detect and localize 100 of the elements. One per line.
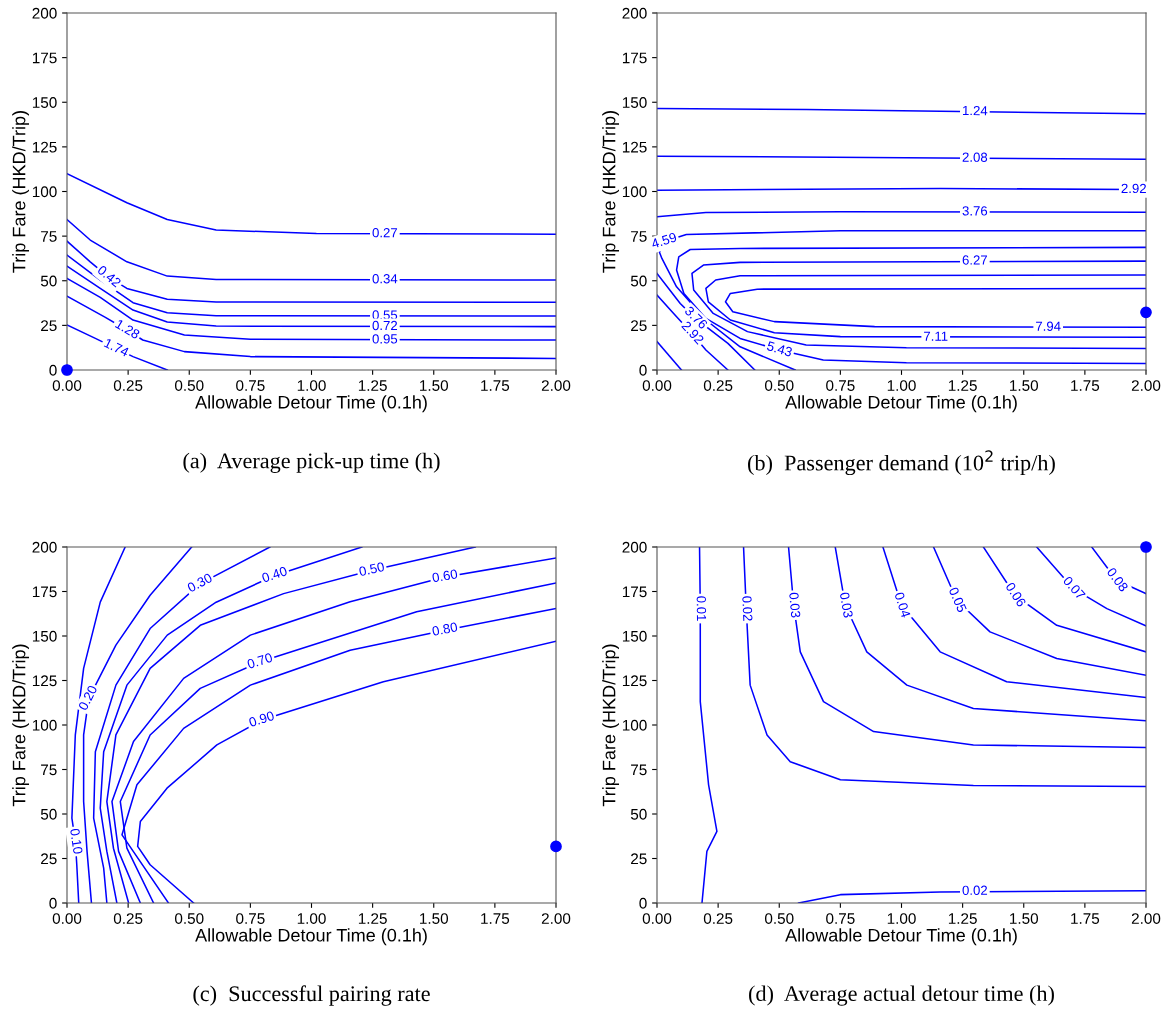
annotation: 3.76 bbox=[962, 206, 988, 216]
annotation: 0.27 bbox=[372, 227, 398, 238]
annotation: 0.02 bbox=[962, 885, 988, 896]
x-tick-label: 0.50 bbox=[764, 380, 794, 391]
y-tick-label: 0 bbox=[49, 897, 57, 909]
x-tick-label: 0.50 bbox=[174, 913, 204, 924]
text: (b) Passenger demand (10$^{2}$ trip/h) bbox=[748, 450, 1055, 476]
x-tick-label: 2.00 bbox=[1131, 913, 1161, 924]
x-tick-label: 1.25 bbox=[358, 913, 387, 924]
y-tick-label: 175 bbox=[32, 52, 57, 64]
annotation: 5.43 bbox=[766, 340, 793, 357]
x-tick-label: 1.50 bbox=[1010, 913, 1039, 924]
x-tick-label: 0.25 bbox=[703, 913, 733, 924]
x-tick-label: 0.75 bbox=[236, 913, 265, 924]
x-axis-title: Allowable Detour Time (0.1h) bbox=[785, 928, 1017, 946]
x-tick-label: 0.75 bbox=[826, 380, 855, 391]
annotation: 0.42 bbox=[96, 264, 122, 288]
annotation: 0.04 bbox=[894, 591, 911, 619]
x-tick-label: 1.25 bbox=[358, 380, 387, 391]
annotation: 0.05 bbox=[948, 586, 967, 613]
annotation: 4.59 bbox=[650, 232, 678, 249]
y-tick-label: 50 bbox=[40, 275, 57, 287]
y-tick-label: 175 bbox=[32, 586, 57, 598]
annotation: 0.90 bbox=[248, 710, 275, 728]
x-tick-label: 2.00 bbox=[1131, 380, 1161, 391]
x-tick-label: 1.75 bbox=[1071, 913, 1100, 924]
y-tick-label: 150 bbox=[32, 630, 57, 642]
x-tick-label: 1.50 bbox=[420, 913, 449, 924]
y-tick-label: 75 bbox=[41, 231, 57, 242]
y-tick-label: 125 bbox=[622, 675, 647, 687]
y-tick-label: 175 bbox=[622, 52, 647, 64]
y-tick-label: 50 bbox=[630, 275, 647, 287]
y-tick-label: 150 bbox=[622, 630, 647, 642]
x-tick-label: 1.75 bbox=[481, 380, 510, 391]
y-tick-label: 175 bbox=[622, 586, 647, 598]
x-tick-label: 1.75 bbox=[1071, 380, 1100, 391]
x-tick-label: 1.00 bbox=[887, 913, 916, 924]
annotation: 0.30 bbox=[186, 572, 213, 593]
annotation: 0.20 bbox=[77, 684, 98, 711]
x-tick-label: 0.00 bbox=[642, 380, 672, 391]
y-axis-title: Trip Fare (HKD/Trip) bbox=[602, 644, 620, 807]
y-tick-label: 125 bbox=[622, 141, 647, 153]
x-tick-label: 1.00 bbox=[297, 913, 326, 924]
y-tick-label: 200 bbox=[32, 541, 57, 553]
text: (c) Successful pairing rate bbox=[193, 985, 430, 1006]
y-tick-label: 25 bbox=[41, 320, 57, 332]
annotation: 0.07 bbox=[1062, 575, 1086, 601]
y-tick-label: 75 bbox=[631, 764, 647, 776]
annotation: 2.08 bbox=[962, 152, 988, 162]
x-tick-label: 0.25 bbox=[703, 380, 733, 391]
y-tick-label: 50 bbox=[630, 808, 647, 820]
x-tick-label: 1.50 bbox=[1010, 380, 1039, 391]
y-tick-label: 125 bbox=[32, 141, 57, 153]
x-axis-title: Allowable Detour Time (0.1h) bbox=[195, 395, 427, 413]
y-tick-label: 125 bbox=[32, 675, 57, 687]
text: (d) Average actual detour time (h) bbox=[749, 985, 1054, 1006]
x-tick-label: 0.50 bbox=[174, 380, 204, 391]
x-tick-label: 0.75 bbox=[826, 913, 855, 924]
annotation: 1.28 bbox=[114, 319, 141, 340]
x-tick-label: 1.00 bbox=[297, 380, 326, 391]
y-tick-label: 100 bbox=[622, 186, 647, 198]
x-tick-label: 0.50 bbox=[764, 913, 794, 924]
y-tick-label: 75 bbox=[41, 764, 57, 776]
x-tick-label: 1.00 bbox=[887, 380, 916, 391]
y-tick-label: 200 bbox=[622, 541, 647, 553]
x-tick-label: 0.25 bbox=[113, 913, 143, 924]
x-tick-label: 1.25 bbox=[948, 913, 977, 924]
x-tick-label: 2.00 bbox=[541, 380, 571, 391]
y-tick-label: 25 bbox=[41, 853, 57, 865]
y-tick-label: 0 bbox=[639, 897, 647, 909]
x-tick-label: 1.50 bbox=[420, 380, 449, 391]
annotation: 0.34 bbox=[372, 274, 398, 284]
x-tick-label: 2.00 bbox=[541, 913, 571, 924]
y-tick-label: 25 bbox=[631, 853, 647, 865]
y-tick-label: 150 bbox=[622, 97, 647, 108]
annotation: 0.70 bbox=[246, 652, 273, 669]
y-tick-label: 200 bbox=[622, 7, 647, 19]
x-tick-label: 0.00 bbox=[52, 380, 82, 391]
y-tick-label: 100 bbox=[622, 719, 647, 731]
y-tick-label: 50 bbox=[40, 808, 57, 820]
annotation: 1.24 bbox=[962, 105, 988, 116]
annotation: 1.74 bbox=[103, 338, 130, 357]
x-tick-label: 0.00 bbox=[52, 913, 82, 924]
annotation: 7.11 bbox=[924, 331, 948, 341]
y-tick-label: 75 bbox=[631, 231, 647, 242]
y-tick-label: 0 bbox=[49, 364, 57, 376]
x-tick-label: 0.25 bbox=[113, 380, 143, 391]
annotation: 0.95 bbox=[372, 334, 398, 344]
x-axis-title: Allowable Detour Time (0.1h) bbox=[785, 395, 1017, 413]
x-tick-label: 1.25 bbox=[948, 380, 977, 391]
y-axis-title: Trip Fare (HKD/Trip) bbox=[602, 111, 620, 273]
annotation: 0.40 bbox=[261, 566, 288, 583]
y-axis-title: Trip Fare (HKD/Trip) bbox=[12, 111, 30, 273]
y-tick-label: 200 bbox=[32, 7, 57, 19]
y-axis-title: Trip Fare (HKD/Trip) bbox=[12, 644, 30, 807]
y-tick-label: 100 bbox=[32, 186, 57, 198]
y-tick-label: 25 bbox=[631, 320, 647, 332]
text: (a) Average pick-up time (h) bbox=[183, 452, 440, 473]
y-tick-label: 150 bbox=[32, 97, 57, 108]
x-tick-label: 0.00 bbox=[642, 913, 672, 924]
